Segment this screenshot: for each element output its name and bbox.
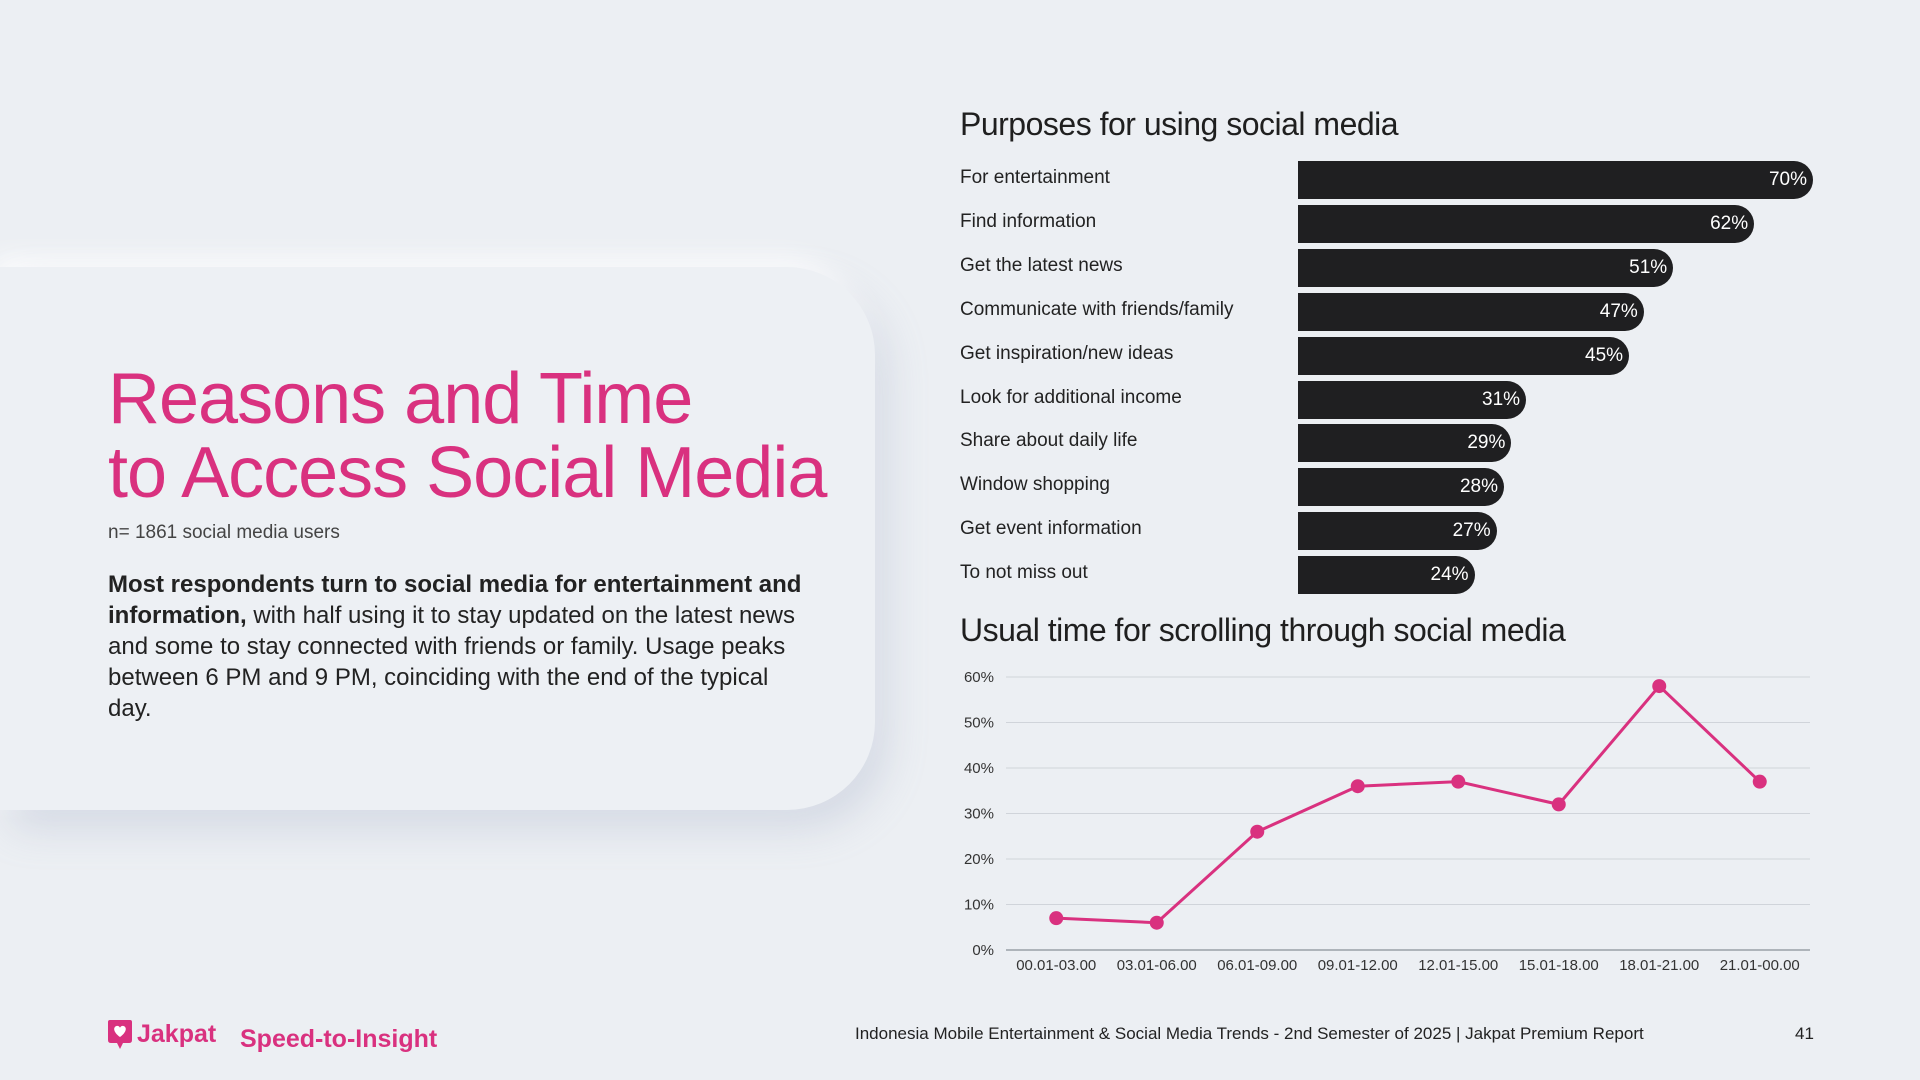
bar: 28% [1298, 468, 1504, 507]
jakpat-heart-icon [108, 1020, 132, 1049]
bar-row: Find information 62% [960, 204, 1820, 243]
line-chart: 0% 10% 20% 30% 40% 50% 60% 00.01-03.00 03.01-06.… [964, 669, 1810, 974]
data-point [1350, 779, 1365, 794]
bar-label: Look for additional income [960, 386, 1182, 408]
sample-size: n= 1861 social media users [108, 522, 340, 543]
bar-value-label: 47% [1599, 300, 1638, 322]
data-point [1551, 797, 1566, 812]
x-tick-label: 00.01-03.00 [1016, 957, 1096, 974]
bar-label: Communicate with friends/family [960, 298, 1234, 320]
x-tick-label: 06.01-09.00 [1217, 957, 1297, 974]
bar: 27% [1298, 512, 1497, 551]
bar: 70% [1298, 161, 1813, 199]
bar: 51% [1298, 248, 1674, 287]
bar-row: Get inspiration/new ideas 45% [960, 336, 1820, 375]
data-point [1250, 824, 1265, 839]
data-point [1451, 774, 1466, 789]
description: Most respondents turn to social media fo… [108, 569, 808, 724]
bar-value-label: 51% [1629, 256, 1668, 278]
x-tick-label: 15.01-18.00 [1519, 957, 1599, 974]
bar-row: Look for additional income 31% [960, 380, 1820, 419]
bar-value-label: 70% [1768, 169, 1807, 190]
logo-text: Jakpat [137, 1019, 217, 1048]
page-number: 41 [1795, 1024, 1814, 1043]
tagline: Speed-to-Insight [240, 1025, 438, 1053]
bar-label: Get the latest news [960, 254, 1123, 276]
report-name: Indonesia Mobile Entertainment & Social … [855, 1024, 1644, 1043]
x-tick-label: 09.01-12.00 [1318, 957, 1398, 974]
y-tick-label: 10% [964, 897, 994, 914]
bar-row: Get event information 27% [960, 512, 1820, 551]
y-tick-label: 60% [964, 669, 994, 686]
bar-row: Get the latest news 51% [960, 248, 1820, 287]
jakpat-logo: Jakpat [107, 1018, 216, 1050]
bar: 29% [1298, 424, 1512, 463]
description-bold: Most respondents turn to social media fo… [108, 571, 802, 629]
x-tick-label: 18.01-21.00 [1619, 957, 1699, 974]
y-tick-label: 40% [964, 760, 994, 777]
title-line-2: to Access Social Media [108, 433, 827, 513]
y-tick-label: 20% [964, 851, 994, 868]
bar-value-label: 27% [1452, 520, 1491, 542]
bar-label: Find information [960, 210, 1097, 232]
bar-value-label: 31% [1482, 388, 1521, 410]
bar: 47% [1298, 292, 1644, 331]
bar-label: To not miss out [960, 562, 1088, 584]
y-tick-label: 30% [964, 806, 994, 823]
data-point [1049, 911, 1064, 926]
bar-label: Share about daily life [960, 430, 1138, 452]
bar-value-label: 29% [1467, 432, 1506, 454]
bar-value-label: 45% [1585, 344, 1624, 366]
summary-card [0, 267, 875, 810]
bar-value-label: 62% [1710, 212, 1749, 234]
bar-label: Window shopping [960, 474, 1110, 496]
description-rest: with half using it to stay updated on th… [108, 602, 795, 722]
bar-label: Get event information [960, 518, 1142, 540]
title-line-1: Reasons and Time [108, 359, 693, 439]
x-tick-label: 21.01-00.00 [1720, 957, 1800, 974]
data-point [1652, 679, 1667, 694]
x-tick-label: 12.01-15.00 [1418, 957, 1498, 974]
bar: 31% [1298, 380, 1527, 419]
bar-row: To not miss out 24% [960, 556, 1820, 595]
bar-label: For entertainment [960, 167, 1110, 188]
bar-row: Window shopping 28% [960, 468, 1820, 507]
bar: 24% [1298, 556, 1475, 595]
bar-row: For entertainment 70% [960, 161, 1820, 199]
page-title: Reasons and Time to Access Social Media [108, 362, 868, 510]
line-chart-title: Usual time for scrolling through social … [960, 612, 1566, 648]
bar-value-label: 24% [1430, 564, 1469, 586]
data-point [1752, 774, 1767, 789]
y-tick-label: 0% [972, 942, 994, 959]
bar-label: Get inspiration/new ideas [960, 342, 1174, 364]
y-tick-label: 50% [964, 715, 994, 732]
bar-chart-title: Purposes for using social media [960, 106, 1399, 142]
series-line [1056, 683, 1761, 925]
bar: 62% [1298, 204, 1755, 243]
bar-row: Share about daily life 29% [960, 424, 1820, 463]
bar: 45% [1298, 336, 1630, 375]
x-tick-label: 03.01-06.00 [1117, 957, 1197, 974]
bar-row: Communicate with friends/family 47% [960, 292, 1820, 331]
bar-value-label: 28% [1459, 476, 1498, 498]
data-point [1149, 915, 1164, 930]
